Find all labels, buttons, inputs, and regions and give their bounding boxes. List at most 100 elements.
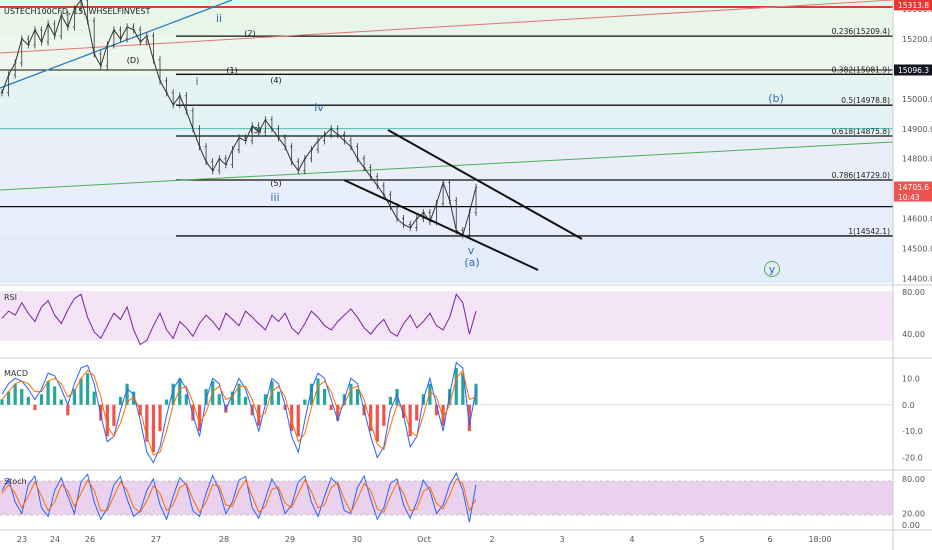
macd-hist-bar [309, 383, 314, 405]
price-tick-label: 14500.0 [902, 245, 932, 254]
macd-hist-bar [296, 404, 300, 437]
macd-panel[interactable]: MACD [0, 360, 893, 468]
macd-hist-bar [428, 383, 432, 405]
macd-hist-bar [158, 404, 162, 432]
green-trend-line [0, 141, 894, 191]
price-tick-label: 15200.0 [902, 35, 932, 44]
macd-hist-bar [415, 404, 419, 421]
macd-hist-bar [283, 404, 287, 411]
macd-line [1, 361, 477, 464]
macd-hist-bar [66, 404, 70, 416]
macd-hist-bar [230, 391, 235, 405]
macd-hist-bar [197, 404, 202, 432]
indicator-axes[interactable]: 80.00 40.00 10.0 0.0 -10.0 -20.0 80.00 20.00 0.0… [902, 288, 925, 530]
macd-hist-bar [26, 396, 30, 405]
macd-hist-bar [217, 394, 221, 405]
time-tick-label: 26 [85, 535, 95, 544]
price-tag-box [894, 64, 932, 76]
stoch-tick-label: 20.00 [902, 510, 925, 519]
wave-label: (4) [270, 76, 281, 85]
macd-hist-bar [336, 404, 340, 421]
macd-hist-bar [72, 388, 77, 405]
macd-hist-bar [164, 399, 169, 405]
channel-lines [343, 129, 583, 271]
price-tick-label: 14600.0 [902, 215, 932, 224]
macd-hist-bar [395, 388, 399, 405]
macd-label: MACD [4, 369, 28, 378]
price-tick-label: 15000.0 [902, 95, 932, 104]
time-axis[interactable]: 23 24 26 27 28 29 30 Oct 2 3 4 5 6 18:00 [17, 535, 832, 544]
wave-label: i [195, 75, 198, 88]
wave-label: y [769, 263, 776, 276]
macd-hist-bar [204, 388, 208, 405]
time-tick-label: 24 [50, 535, 60, 544]
fib-label: 0.786(14729.0) [832, 171, 890, 180]
time-tick-label: 3 [559, 535, 564, 544]
rsi-panel[interactable]: RSI [0, 287, 893, 355]
fib-lines: 0.236(15209.4)0.382(15081.9)0.5(14978.8)… [0, 27, 893, 237]
time-tick-label: 28 [219, 535, 229, 544]
macd-hist-bar [53, 386, 57, 405]
time-tick-label: 5 [699, 535, 704, 544]
blue-trend-line [0, 0, 233, 89]
price-panel[interactable]: 0.236(15209.4)0.382(15081.9)0.5(14978.8)… [0, 0, 894, 283]
time-tick-label: 23 [17, 535, 27, 544]
macd-hist-bar [125, 383, 129, 405]
macd-hist-bar [79, 378, 83, 405]
stoch-panel[interactable]: Stoch [0, 472, 893, 528]
macd-hist-bar [92, 391, 96, 405]
macd-hist-bar [303, 399, 307, 405]
macd-hist-bar [243, 396, 248, 405]
fib-label: 0.5(14978.8) [841, 96, 890, 105]
macd-hist-bar [474, 383, 478, 405]
chart-title: USTECH100CFD, 15, WHSELFINVEST [4, 7, 151, 16]
macd-signal-line [1, 369, 477, 456]
macd-hist-bar [59, 399, 63, 405]
time-tick-label: 30 [352, 535, 362, 544]
wave-label: (D) [127, 56, 139, 65]
macd-hist-bar [85, 373, 90, 405]
price-axis[interactable]: 15300.015200.015100.015000.014900.014800… [902, 5, 932, 284]
wave-label: ii [216, 12, 222, 25]
macd-hist-bar [178, 378, 182, 405]
stoch-tick-label: 80.00 [902, 475, 925, 484]
price-tag-label: 15313.8 [898, 1, 929, 10]
macd-hist-bar [322, 388, 327, 405]
macd-hist-bar [434, 404, 439, 416]
macd-hist-bar [263, 394, 267, 405]
time-tick-label: 2 [489, 535, 494, 544]
stoch-band [0, 481, 893, 515]
macd-hist-bar [191, 404, 195, 421]
time-tick-label: 27 [151, 535, 161, 544]
price-tag-label: 14705.6 [898, 183, 929, 192]
wave-label: (2) [244, 29, 255, 38]
macd-tick-label: 0.0 [902, 401, 915, 410]
rsi-series [1, 293, 477, 346]
time-tick-label: 29 [285, 535, 295, 544]
macd-hist-bar [105, 404, 109, 437]
price-tick-label: 14800.0 [902, 155, 932, 164]
wave-label: (b) [768, 92, 784, 105]
macd-hist-bar [0, 399, 4, 405]
macd-hist-bar [441, 404, 445, 426]
fib-label: 1(14542.1) [848, 227, 890, 236]
wave-label: (a) [464, 256, 479, 269]
fib-label: 0.236(15209.4) [832, 27, 890, 36]
macd-hist-bar [355, 388, 360, 405]
macd-hist-bar [349, 383, 353, 405]
macd-hist-bar [467, 404, 472, 432]
fib-label: 0.618(14875.8) [832, 127, 890, 136]
fib-zone [0, 74, 893, 106]
stoch-d-line [1, 478, 477, 514]
macd-hist-bar [145, 404, 149, 442]
wave-label: (1) [226, 66, 237, 75]
stoch-k-line [1, 472, 477, 523]
price-tag-label: 15096.3 [898, 66, 929, 75]
wave-label: (3) [250, 126, 261, 135]
macd-hist-bar [237, 383, 241, 405]
macd-hist-bar [151, 404, 156, 453]
macd-hist-bar [171, 383, 175, 405]
price-tag-time: 10:43 [898, 193, 920, 202]
